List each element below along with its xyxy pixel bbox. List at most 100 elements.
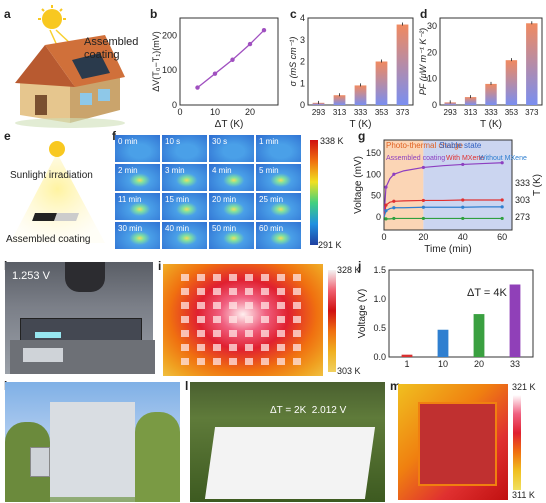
thermal-hotspot — [181, 358, 189, 365]
x-tick-label: 20 — [474, 359, 484, 369]
thermal-hotspot — [245, 274, 253, 281]
panel-label-j: j — [358, 259, 362, 273]
thermal-frame: 11 min — [115, 193, 160, 220]
x-axis-label: T (K) — [349, 119, 371, 130]
thermal-hotspot — [229, 344, 237, 351]
thermal-colorbar-m — [513, 395, 521, 490]
thermal-hotspot — [213, 330, 221, 337]
x-tick-label: 0 — [177, 107, 182, 117]
y-tick-label: 10 — [427, 74, 437, 84]
y-tick-label: 4 — [300, 13, 305, 23]
y2-tick-label: 303 — [515, 195, 530, 205]
x-tick-label: 333 — [354, 108, 368, 117]
bar — [437, 329, 449, 357]
y-axis-label: Voltage (V) — [357, 289, 368, 338]
thermal-hotspot — [213, 274, 221, 281]
thermal-frame-time: 50 min — [212, 224, 237, 233]
chart-d: 0 10 20 30 293 313 333 353 373 T (K) PF (μW m⁻¹ K⁻… — [418, 17, 543, 130]
x-axis-label: ΔT (K) — [215, 119, 244, 130]
thermal-frame-time: 2 min — [118, 166, 138, 175]
data-point — [230, 57, 235, 62]
y-tick-label: 30 — [427, 21, 437, 31]
thermal-hotspot — [261, 344, 269, 351]
thermal-frame-time: 5 min — [259, 166, 279, 175]
thermal-hotspot — [261, 358, 269, 365]
data-point — [421, 216, 425, 221]
data-point — [384, 185, 388, 189]
thermal-hotspot — [181, 274, 189, 281]
thermal-hotspot — [181, 316, 189, 323]
chart-j: 0.0 0.5 1.0 1.5 1 10 20 33 ΔT = 4K Voltage (V) — [357, 265, 534, 369]
x-tick-label: 293 — [312, 108, 326, 117]
data-point — [212, 71, 218, 76]
x-tick-label: 353 — [505, 108, 519, 117]
x-tick-label: 333 — [484, 108, 498, 117]
x-tick-label: 313 — [464, 108, 478, 117]
photo-field-device — [190, 382, 385, 502]
bar — [312, 102, 325, 105]
thermal-frame: 15 min — [162, 193, 207, 220]
x-tick-label: 33 — [510, 359, 520, 369]
thermal-hotspot — [229, 288, 237, 295]
x-tick-label: 40 — [458, 232, 468, 242]
thermal-hotspot — [181, 330, 189, 337]
y-tick-label: 0 — [376, 212, 381, 222]
thermal-hotspot — [293, 316, 301, 323]
thermal-frame-time: 25 min — [259, 195, 284, 204]
y-tick-label: 20 — [427, 47, 437, 57]
assembled-coating-label: Assembled coating — [6, 234, 91, 245]
x-axis-label: T (K) — [480, 119, 502, 130]
thermal-frame-time: 30 min — [118, 224, 143, 233]
bar — [505, 60, 518, 105]
thermal-frame: 60 min — [256, 222, 301, 249]
y-axis-label: ΔV(T₀−T₁)(mV) — [151, 31, 161, 92]
thermal-hotspot — [293, 330, 301, 337]
thermal-hotspot — [197, 288, 205, 295]
y-tick-label: 2 — [300, 57, 305, 67]
photo-building — [5, 382, 180, 502]
thermal-hotspot — [261, 288, 269, 295]
bar — [354, 85, 367, 105]
thermal-hotspot — [245, 302, 253, 309]
colorbar-f-min: 291 K — [318, 240, 342, 250]
thermal-hotspot — [229, 302, 237, 309]
panel-label-g: g — [358, 129, 366, 143]
data-point — [392, 216, 396, 221]
plot-frame — [383, 139, 513, 231]
y-tick-label: 1 — [300, 78, 305, 88]
colorbar-m-min: 311 K — [512, 490, 535, 500]
y-axis-label: PF (μW m⁻¹ K⁻²) — [418, 28, 428, 95]
thermal-map-i — [163, 264, 323, 376]
x-tick-label: 1 — [404, 359, 409, 369]
panel-label-m: m — [390, 379, 401, 393]
thermal-hotspot — [197, 302, 205, 309]
data-point — [500, 198, 504, 202]
y-axis-label: σ (mS cm⁻¹) — [288, 37, 298, 87]
voltage-reading-h: 1.253 V — [12, 270, 50, 282]
phase-stable-band — [423, 140, 512, 230]
thermal-frame: 25 min — [256, 193, 301, 220]
x-tick-label: 20 — [245, 107, 255, 117]
thermal-frame-time: 1 min — [259, 137, 279, 146]
data-point — [461, 205, 465, 209]
bar — [464, 97, 477, 105]
bar — [444, 102, 456, 105]
thermal-hotspot — [197, 316, 205, 323]
y2-tick-label: 333 — [515, 178, 530, 188]
data-point — [421, 198, 425, 203]
data-point — [461, 162, 465, 167]
thermal-hotspot — [245, 344, 253, 351]
thermal-hotspot — [197, 274, 205, 281]
bar — [485, 83, 497, 105]
y-tick-label: 0 — [172, 100, 177, 110]
data-point — [392, 172, 396, 176]
thermal-hotspot — [277, 358, 285, 365]
legend-entry: Assembled coating — [386, 155, 445, 162]
series-line — [383, 206, 503, 218]
bar — [375, 61, 388, 105]
thermal-frame-time: 40 min — [165, 224, 190, 233]
thermal-frame: 30 min — [115, 222, 160, 249]
thermal-frame: 50 min — [209, 222, 254, 249]
chart-c: 0 1 2 3 4 293 313 333 353 373 T (K) σ (mS cm⁻¹) — [288, 13, 414, 130]
